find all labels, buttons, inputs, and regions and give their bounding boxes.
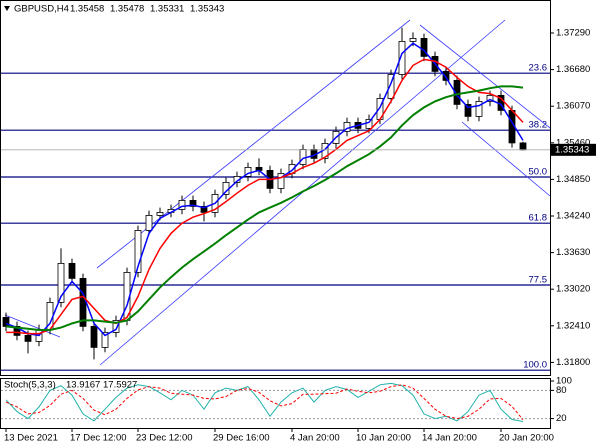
y-tick-label: 1.34240 xyxy=(556,211,590,222)
x-tick-label: 4 Jan 20:00 xyxy=(290,433,340,444)
x-tick-label: 20 Jan 20:00 xyxy=(499,433,554,444)
candle-body xyxy=(57,262,65,303)
candle-body xyxy=(24,334,32,342)
candle-body xyxy=(453,80,461,105)
stoch-tick-label: 80 xyxy=(556,385,567,396)
stoch-signal-value: 17.5927 xyxy=(103,380,137,391)
moving-average xyxy=(6,58,524,335)
candle-body xyxy=(387,74,395,99)
candle-body xyxy=(475,101,483,117)
stoch-window-frame xyxy=(0,378,551,429)
time-axis: 13 Dec 2021 17 Dec 12:00 23 Dec 12:00 29 De… xyxy=(4,428,554,444)
stoch-tick-label: 100 xyxy=(556,376,572,387)
candle-body xyxy=(134,229,142,273)
candle-body xyxy=(13,325,21,336)
candle-body xyxy=(409,38,417,42)
candle-body xyxy=(277,172,285,189)
candle-body xyxy=(442,71,450,81)
y-tick-label: 1.33630 xyxy=(556,247,590,258)
candle-body xyxy=(101,331,109,348)
symbol: GBPUSD,H4 xyxy=(14,4,69,15)
candle-body xyxy=(398,41,406,75)
fibo-label: 100.0 xyxy=(523,360,547,371)
fibo-label: 38.2 xyxy=(529,120,548,131)
x-tick-label: 29 Dec 16:00 xyxy=(213,433,270,444)
moving-average xyxy=(5,42,524,337)
candle-body xyxy=(2,316,10,327)
price-axis: 1.37290 1.36680 1.36070 1.35460 1.34850 1.342… xyxy=(1,28,596,368)
fibo-layer: 23.6 38.2 50.0 61.8 77.5 100.0 xyxy=(1,63,550,371)
collapse-icon xyxy=(4,6,10,11)
fibo-label: 50.0 xyxy=(529,167,548,178)
fibo-label: 77.5 xyxy=(529,275,548,286)
y-tick-label: 1.36680 xyxy=(556,64,590,75)
header-high: 1.35478 xyxy=(110,4,144,15)
y-tick-label: 1.32410 xyxy=(556,320,590,331)
channel-line xyxy=(4,314,61,338)
y-tick-label: 1.37290 xyxy=(556,28,590,39)
y-tick-label: 1.36070 xyxy=(556,101,590,112)
candle-body xyxy=(145,214,153,231)
candle-body xyxy=(68,262,76,279)
header-low: 1.35331 xyxy=(150,4,184,15)
candle-body xyxy=(112,319,120,333)
candle-body xyxy=(200,205,208,213)
candle-body xyxy=(156,211,164,216)
candle-body xyxy=(519,142,527,151)
candle-body xyxy=(189,199,197,207)
stoch-main xyxy=(5,382,524,422)
x-tick-label: 10 Jan 20:00 xyxy=(356,433,411,444)
stoch-main-value: 13.9167 xyxy=(66,380,100,391)
y-tick-label: 1.35460 xyxy=(556,137,590,148)
header-close: 1.35343 xyxy=(190,4,224,15)
x-tick-label: 17 Dec 12:00 xyxy=(70,433,127,444)
x-tick-label: 23 Dec 12:00 xyxy=(136,433,193,444)
candle-body xyxy=(79,277,87,327)
candle-body xyxy=(299,148,307,165)
stoch-tick-label: 20 xyxy=(556,413,567,424)
x-tick-label: 13 Dec 2021 xyxy=(4,433,58,444)
candle-body xyxy=(464,104,472,117)
candle-body xyxy=(420,38,428,57)
main-window-frame xyxy=(0,0,551,376)
candle-body xyxy=(90,325,98,348)
stoch-signal xyxy=(5,384,524,421)
y-tick-label: 1.34850 xyxy=(556,174,590,185)
fibo-label: 23.6 xyxy=(529,63,548,74)
candle-body xyxy=(486,95,494,102)
fibo-label: 61.8 xyxy=(529,213,548,224)
header-open: 1.35458 xyxy=(70,4,104,15)
last-price-label: 1.35343 xyxy=(555,144,589,155)
y-tick-label: 1.33020 xyxy=(556,284,590,295)
channel-line xyxy=(461,121,551,197)
channel-line xyxy=(419,24,551,129)
moving-averages xyxy=(5,42,524,337)
stoch-title: Stoch(5,3,3) xyxy=(4,380,56,391)
moving-average xyxy=(5,85,524,331)
y-tick-label: 1.31800 xyxy=(556,357,590,368)
last-price-box xyxy=(551,143,596,156)
candle-body xyxy=(178,199,186,210)
x-tick-label: 14 Jan 20:00 xyxy=(422,433,477,444)
